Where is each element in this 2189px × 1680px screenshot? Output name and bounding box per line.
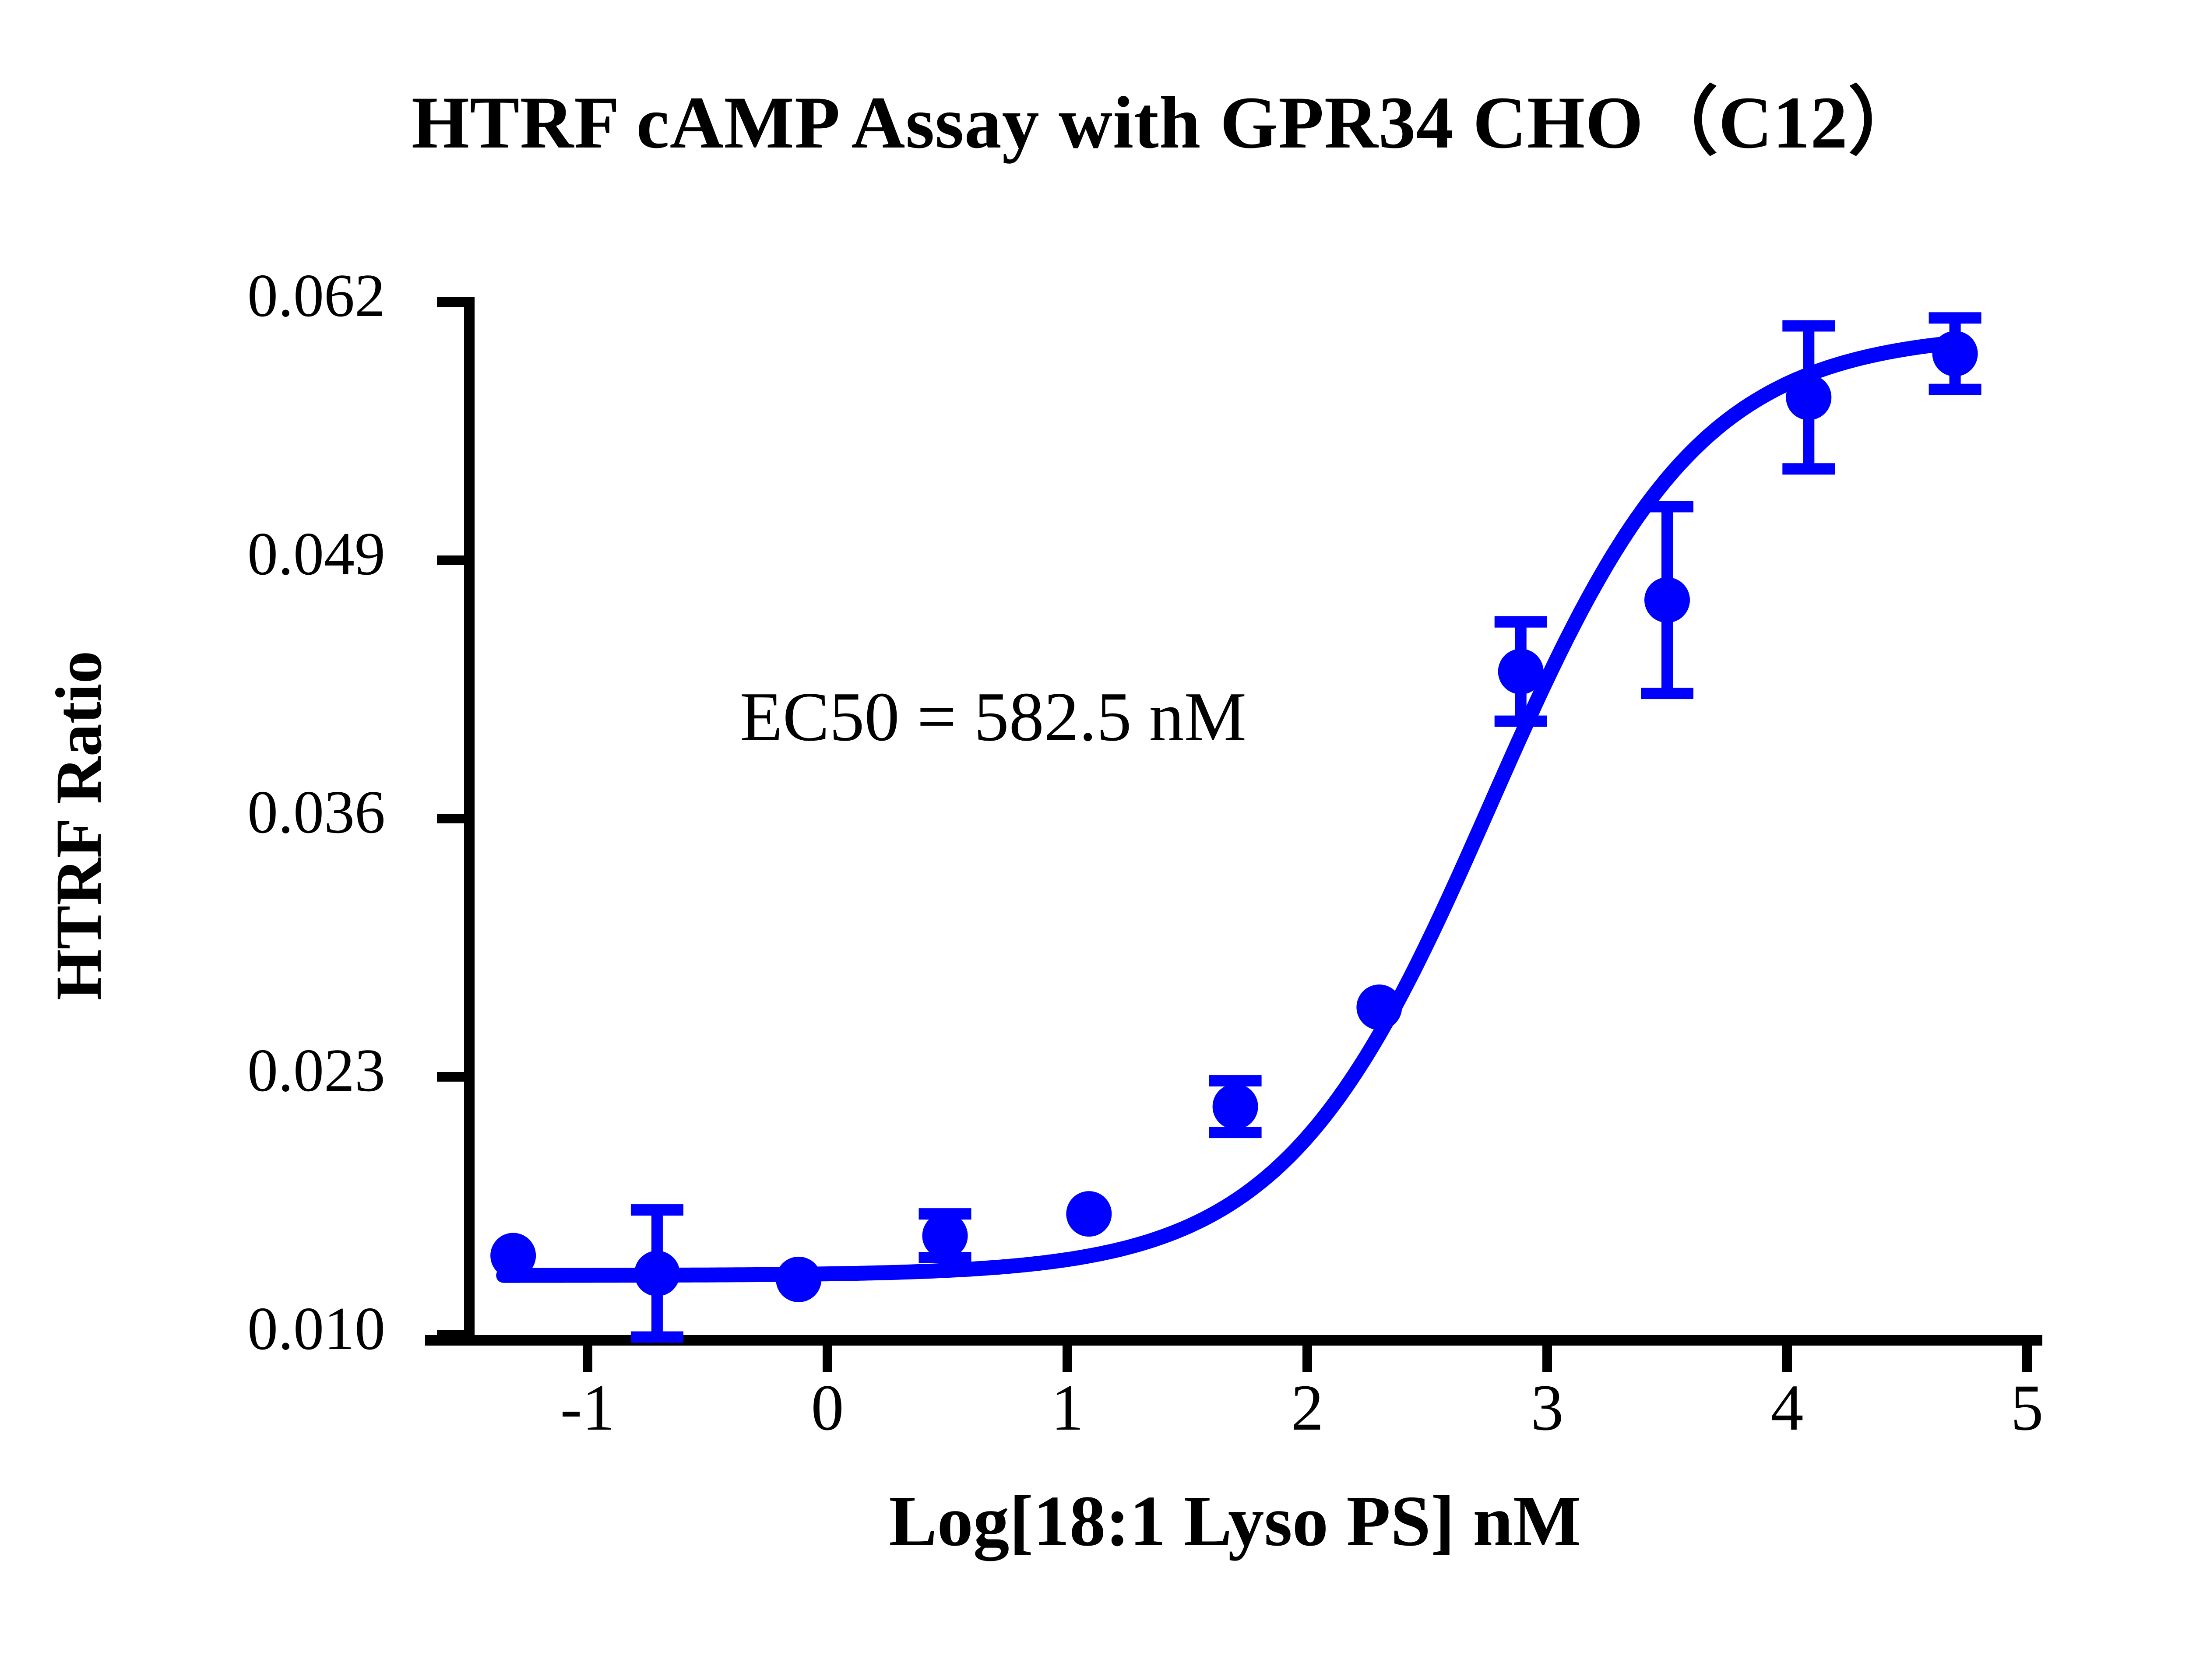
y-tick-label: 0.062 (247, 262, 385, 330)
x-tick-label: 2 (1291, 1371, 1324, 1444)
error-bars (630, 312, 1981, 1343)
y-tick-label: 0.049 (247, 520, 385, 588)
x-tick-label: 4 (1770, 1371, 1804, 1444)
fit-curve (496, 334, 1967, 1283)
x-tick-label: 0 (811, 1371, 844, 1444)
y-tick-label: 0.023 (247, 1037, 385, 1104)
data-points (490, 331, 1978, 1302)
x-tick-label: 3 (1531, 1371, 1564, 1444)
x-tick-label: -1 (560, 1371, 615, 1444)
y-tick-label: 0.010 (247, 1295, 385, 1363)
ec50-annotation: EC50 = 582.5 nM (740, 678, 1246, 756)
axis-lines (425, 297, 2042, 1372)
x-tick-label: 1 (1051, 1371, 1084, 1444)
page-title: HTRF cAMP Assay with GPR34 CHO（C12） (411, 81, 1923, 164)
x-tick-label: 5 (2010, 1371, 2044, 1444)
x-axis-label: Log[18:1 Lyso PS] nM (889, 1481, 1581, 1561)
y-tick-label: 0.036 (247, 778, 385, 846)
